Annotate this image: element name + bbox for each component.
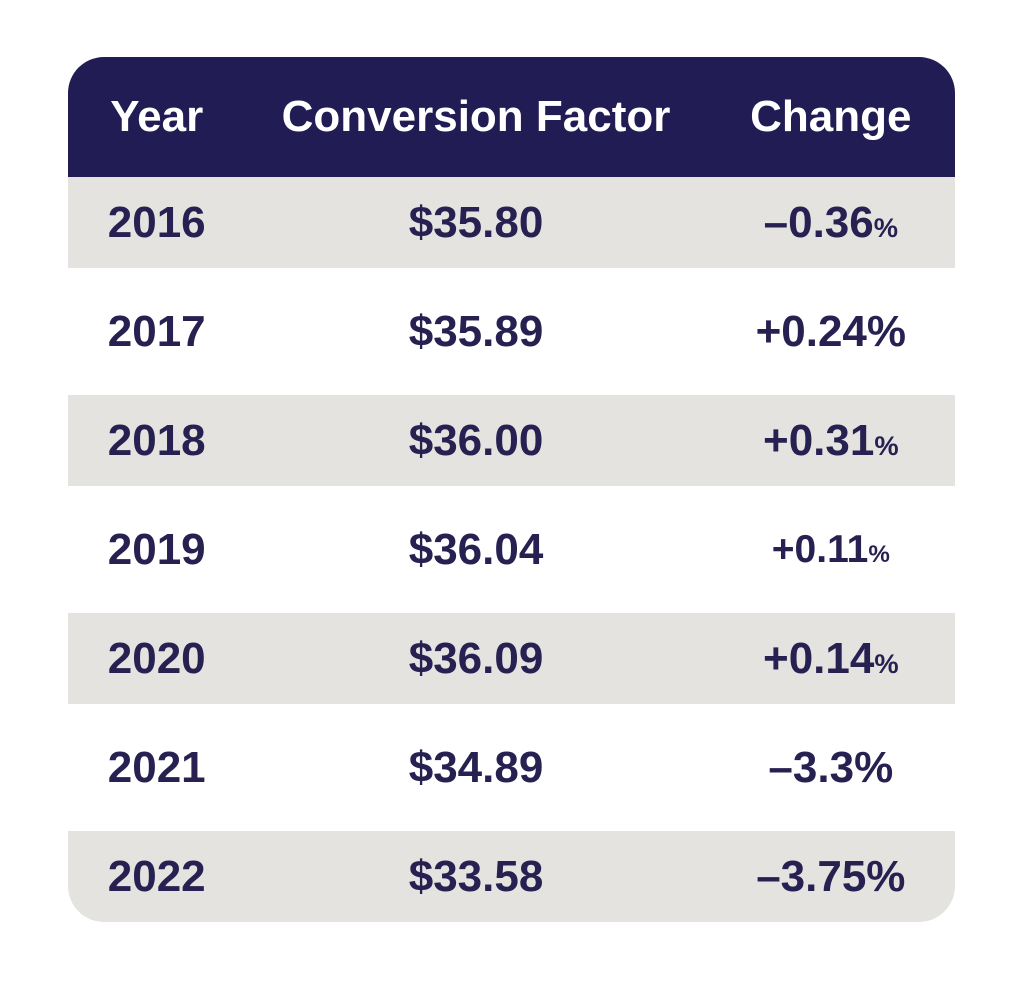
year-cell: 2018 <box>107 415 206 465</box>
table-header-row: Year Conversion Factor Change <box>68 57 955 177</box>
change-cell: +0.24% <box>707 307 955 357</box>
conversion-factor-cell: $35.80 <box>408 197 544 247</box>
year-cell: 2020 <box>107 633 206 683</box>
conversion-factor-cell: $33.58 <box>408 851 544 901</box>
change-cell: +0.11% <box>707 528 955 572</box>
change-value: +0.11 <box>771 527 869 571</box>
percent-sign: % <box>866 851 906 901</box>
change-cell: –3.3% <box>707 743 955 793</box>
table-row: 2017 $35.89 +0.24% <box>68 268 955 395</box>
change-cell: –0.36% <box>707 198 955 248</box>
percent-sign: % <box>868 540 890 568</box>
change-value: –3.3 <box>768 742 855 792</box>
header-conversion-factor: Conversion Factor <box>281 92 671 141</box>
header-change: Change <box>750 92 912 141</box>
conversion-factor-cell: $34.89 <box>408 742 544 792</box>
change-value: –0.36 <box>763 197 874 247</box>
table-body: 2016 $35.80 –0.36% 2017 $35.89 +0.24% 20… <box>68 177 955 922</box>
conversion-factor-cell: $36.04 <box>408 524 544 574</box>
year-cell: 2017 <box>107 306 206 356</box>
percent-sign: % <box>874 429 899 461</box>
change-cell: +0.14% <box>707 634 955 684</box>
conversion-factor-cell: $36.09 <box>408 633 544 683</box>
year-cell: 2021 <box>107 742 206 792</box>
year-cell: 2019 <box>107 524 206 574</box>
table-row: 2019 $36.04 +0.11% <box>68 486 955 613</box>
table-row: 2018 $36.00 +0.31% <box>68 395 955 486</box>
table-row: 2016 $35.80 –0.36% <box>68 177 955 268</box>
year-cell: 2022 <box>107 851 206 901</box>
percent-sign: % <box>873 211 898 243</box>
header-year: Year <box>110 92 204 141</box>
change-value: +0.14 <box>763 633 875 683</box>
change-value: +0.24 <box>755 306 867 356</box>
change-value: +0.31 <box>763 415 875 465</box>
change-cell: +0.31% <box>707 416 955 466</box>
table-row: 2021 $34.89 –3.3% <box>68 704 955 831</box>
change-cell: –3.75% <box>707 852 955 902</box>
conversion-factor-table: Year Conversion Factor Change 2016 $35.8… <box>68 57 955 922</box>
percent-sign: % <box>854 742 894 792</box>
year-cell: 2016 <box>107 197 206 247</box>
percent-sign: % <box>866 306 907 356</box>
change-value: –3.75 <box>756 851 867 901</box>
table-row: 2022 $33.58 –3.75% <box>68 831 955 922</box>
table-row: 2020 $36.09 +0.14% <box>68 613 955 704</box>
conversion-factor-cell: $35.89 <box>408 306 544 356</box>
conversion-factor-cell: $36.00 <box>408 415 544 465</box>
percent-sign: % <box>874 647 899 679</box>
